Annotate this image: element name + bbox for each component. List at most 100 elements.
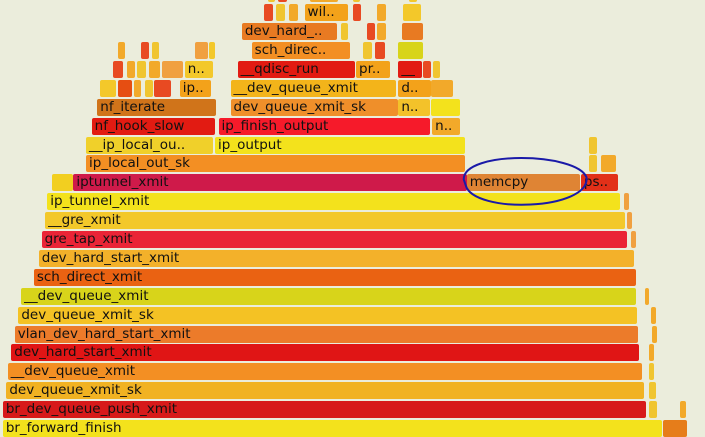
- flame-frame[interactable]: ps..: [580, 174, 618, 192]
- flame-frame[interactable]: [651, 306, 657, 324]
- flame-frame[interactable]: [401, 23, 423, 41]
- flame-frame[interactable]: [310, 0, 339, 3]
- flame-frame[interactable]: n..: [398, 98, 431, 116]
- flame-frame[interactable]: [341, 23, 349, 41]
- flame-frame[interactable]: [375, 42, 385, 59]
- frame-label: __ip_local_ou..: [89, 136, 186, 153]
- flame-frame[interactable]: [363, 42, 372, 59]
- flame-frame[interactable]: [652, 325, 658, 343]
- frame-label: __dev_queue_xmit: [10, 363, 136, 380]
- flame-frame[interactable]: __qdisc_run: [237, 60, 355, 78]
- flame-frame[interactable]: [662, 420, 688, 437]
- flame-frame[interactable]: [264, 4, 273, 22]
- flame-frame[interactable]: br_forward_finish: [2, 420, 662, 437]
- flame-frame[interactable]: [289, 4, 298, 22]
- flame-frame[interactable]: n..: [184, 60, 213, 78]
- flame-frame[interactable]: br_dev_queue_push_xmit: [2, 401, 646, 419]
- flame-frame[interactable]: dev_hard_start_xmit: [38, 249, 635, 267]
- frame-label: ip_tunnel_xmit: [50, 193, 150, 210]
- flame-frame[interactable]: ip_output: [215, 136, 466, 154]
- flame-frame[interactable]: __dev_queue_xmit: [230, 79, 397, 97]
- flame-frame[interactable]: ip_finish_output: [218, 117, 431, 135]
- flame-frame[interactable]: [126, 60, 136, 78]
- flame-frame[interactable]: [408, 0, 418, 3]
- flame-frame[interactable]: [648, 382, 656, 400]
- flame-frame[interactable]: [144, 79, 153, 97]
- flame-frame[interactable]: [209, 42, 215, 59]
- flame-frame[interactable]: [151, 42, 159, 59]
- flame-frame[interactable]: __: [398, 60, 422, 78]
- flame-frame[interactable]: [645, 287, 650, 305]
- flame-frame[interactable]: iptunnel_xmit: [73, 174, 467, 192]
- flame-frame[interactable]: nf_iterate: [97, 98, 216, 116]
- flame-frame[interactable]: [431, 98, 460, 116]
- flame-frame[interactable]: __ip_local_ou..: [86, 136, 213, 154]
- flame-frame[interactable]: wil..: [304, 4, 349, 22]
- flame-frame[interactable]: [352, 0, 360, 3]
- flame-frame[interactable]: [600, 155, 617, 173]
- flame-frame[interactable]: [588, 136, 598, 154]
- flame-frame[interactable]: [648, 363, 655, 381]
- flame-frame[interactable]: [588, 155, 598, 173]
- flame-frame[interactable]: __dev_queue_xmit: [21, 287, 636, 305]
- flame-frame[interactable]: __gre_xmit: [45, 212, 625, 230]
- flame-frame[interactable]: sch_direct_xmit: [33, 268, 636, 286]
- flame-frame[interactable]: [276, 4, 285, 22]
- flame-frame[interactable]: [623, 193, 629, 211]
- flame-frame[interactable]: [423, 60, 432, 78]
- flame-frame[interactable]: dev_hard_start_xmit: [11, 344, 640, 362]
- flame-frame[interactable]: __dev_queue_xmit: [7, 363, 643, 381]
- flame-frame[interactable]: [149, 60, 161, 78]
- frame-label: n..: [187, 60, 205, 77]
- flame-frame[interactable]: nf_hook_slow: [91, 117, 216, 135]
- flame-frame[interactable]: [366, 23, 376, 41]
- flame-frame[interactable]: [117, 79, 132, 97]
- frame-label: ps..: [583, 174, 609, 191]
- flame-frame[interactable]: [680, 401, 686, 419]
- flame-frame[interactable]: [648, 401, 658, 419]
- frame-label: __gre_xmit: [48, 212, 121, 229]
- flame-frame[interactable]: ip_tunnel_xmit: [47, 193, 621, 211]
- frame-label: dev_hard_start_xmit: [14, 344, 152, 361]
- flame-frame[interactable]: dev_queue_xmit_sk: [230, 98, 399, 116]
- frame-label: nf_hook_slow: [94, 117, 185, 134]
- flame-frame[interactable]: [648, 344, 655, 362]
- flame-frame[interactable]: [153, 79, 172, 97]
- flame-frame[interactable]: [133, 79, 141, 97]
- flame-frame[interactable]: [398, 42, 423, 59]
- flame-frame[interactable]: [137, 60, 146, 78]
- flame-frame[interactable]: dev_hard_..: [241, 23, 337, 41]
- flame-frame[interactable]: pr..: [356, 60, 390, 78]
- flame-frame[interactable]: vlan_dev_hard_start_xmit: [14, 325, 639, 343]
- flame-frame[interactable]: [403, 4, 421, 22]
- frame-label: wil..: [307, 4, 335, 21]
- flame-frame[interactable]: [100, 79, 116, 97]
- flame-frame[interactable]: gre_tap_xmit: [41, 231, 627, 248]
- flame-frame[interactable]: ip_local_out_sk: [86, 155, 466, 173]
- frame-label: br_dev_queue_push_xmit: [5, 401, 177, 418]
- flame-frame[interactable]: [432, 60, 440, 78]
- flame-frame[interactable]: [377, 4, 386, 22]
- flame-frame[interactable]: [278, 0, 287, 3]
- flame-frame[interactable]: [352, 4, 361, 22]
- flame-frame[interactable]: dev_queue_xmit_sk: [6, 382, 645, 400]
- flame-frame[interactable]: [267, 0, 275, 3]
- flame-frame[interactable]: memcpy: [466, 174, 580, 192]
- flame-frame[interactable]: [52, 174, 74, 192]
- flame-frame[interactable]: ip..: [179, 79, 212, 97]
- flame-frame[interactable]: [141, 42, 150, 59]
- flame-frame[interactable]: sch_direc..: [251, 42, 351, 59]
- frame-label: memcpy: [469, 174, 529, 191]
- frame-label: pr..: [359, 60, 381, 77]
- flame-frame[interactable]: [377, 23, 386, 41]
- flame-frame[interactable]: [431, 79, 453, 97]
- flame-frame[interactable]: [112, 60, 124, 78]
- flame-frame[interactable]: [195, 42, 208, 59]
- flame-frame[interactable]: [162, 60, 184, 78]
- flame-frame[interactable]: [630, 231, 636, 248]
- flame-frame[interactable]: [627, 212, 633, 230]
- flame-frame[interactable]: [118, 42, 126, 59]
- flame-frame[interactable]: n..: [432, 117, 461, 135]
- flame-frame[interactable]: dev_queue_xmit_sk: [18, 306, 638, 324]
- flame-frame[interactable]: d..: [398, 79, 431, 97]
